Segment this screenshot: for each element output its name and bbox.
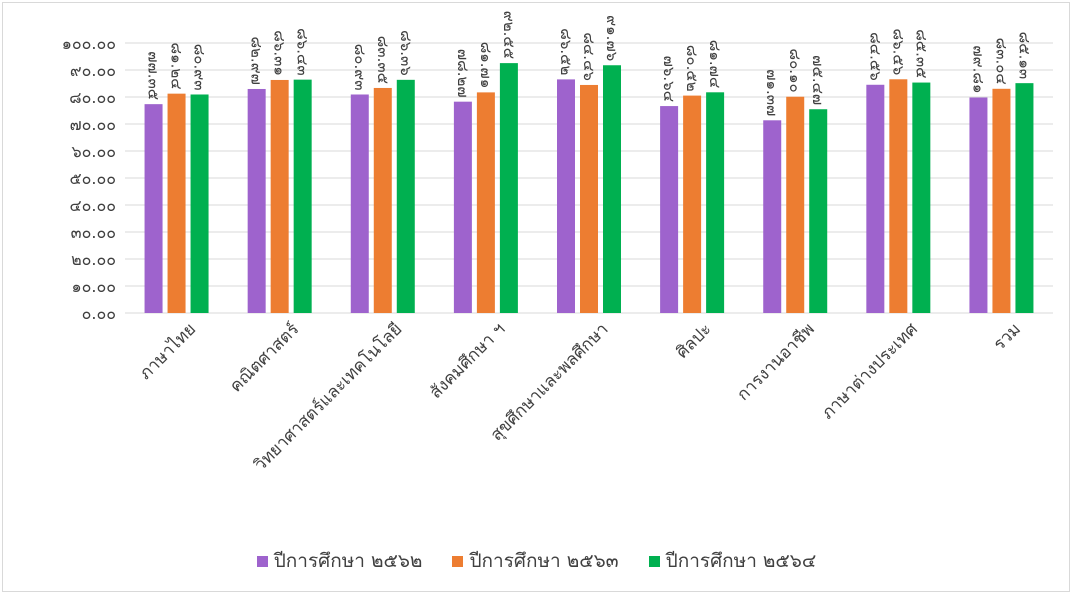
- data-label: ๘๓.๐๔: [992, 38, 1010, 85]
- data-label: ๗๘.๒๗: [454, 49, 472, 98]
- y-tick-label: ๑๐๐.๐๐: [62, 34, 116, 53]
- data-label: ๘๖.๓๖: [397, 30, 415, 76]
- data-label: ๘๖.๔๓: [294, 28, 312, 75]
- data-label: ๘๔.๔๖: [580, 32, 598, 81]
- bar: [396, 79, 415, 313]
- bar: [660, 106, 679, 314]
- bar: [144, 104, 163, 313]
- y-tick-label: ๙๐.๐๐: [70, 61, 116, 80]
- bar: [603, 65, 621, 313]
- data-label: ๙๒.๕๕: [500, 11, 518, 59]
- data-label: ๗๗.๓๕: [145, 51, 163, 100]
- bar: [786, 96, 805, 313]
- y-tick-label: ๖๐.๐๐: [71, 142, 116, 161]
- data-label: ๘๐.๙๓: [191, 44, 209, 91]
- bar: [350, 94, 369, 313]
- data-label: ๘๐.๑๐: [786, 49, 804, 93]
- data-label: ๘๒.๙๗: [248, 36, 266, 85]
- y-tick-label: ๑๐.๐๐: [71, 277, 116, 296]
- data-label: ๘๐.๙๓: [351, 44, 369, 91]
- category-label: รวม: [990, 319, 1025, 354]
- data-label: ๗๖.๖๔: [660, 56, 678, 102]
- category-label: คณิตศาสตร์: [226, 319, 303, 396]
- category-label: ภาษาไทย: [135, 319, 200, 384]
- bar: [167, 93, 186, 313]
- data-label: ๘๓.๓๕: [374, 36, 392, 84]
- bar: [969, 97, 988, 313]
- data-label: ๗๙.๘๑: [969, 45, 987, 93]
- bar: [270, 79, 289, 313]
- legend-swatch-2562: [256, 555, 268, 567]
- category-label: สุขศึกษาและพลศึกษา: [487, 319, 613, 445]
- bar: [683, 95, 702, 313]
- y-tick-label: ๔๐.๐๐: [70, 196, 117, 215]
- bar: [912, 82, 931, 314]
- data-label: ๘๑.๗๔: [706, 40, 724, 89]
- y-tick-label: ๐.๐๐: [82, 304, 116, 323]
- legend-item-2564: ปีการศึกษา ๒๕๖๔: [648, 546, 817, 576]
- legend-label-2564: ปีการศึกษา ๒๕๖๔: [665, 550, 817, 572]
- bar: [293, 79, 312, 313]
- data-label: ๘๕.๓๕: [912, 29, 930, 78]
- bar: [557, 79, 575, 314]
- bar: [190, 94, 209, 313]
- legend-swatch-2563: [452, 555, 464, 567]
- category-label: การงานอาชีพ: [733, 319, 819, 405]
- data-label: ๙๑.๗๖: [603, 15, 621, 61]
- bar: [706, 92, 725, 313]
- legend: ปีการศึกษา ๒๕๖๒ ปีการศึกษา ๒๕๖๓ ปีการศึก…: [0, 546, 1073, 576]
- data-label: ๘๑.๒๔: [168, 43, 186, 90]
- legend-swatch-2564: [648, 555, 660, 567]
- bar: [889, 79, 908, 314]
- data-label: ๘๕.๑๓: [1015, 32, 1033, 79]
- legend-item-2563: ปีการศึกษา ๒๕๖๓: [452, 546, 619, 576]
- legend-item-2562: ปีการศึกษา ๒๕๖๒: [256, 546, 423, 576]
- bar: [453, 101, 472, 314]
- bar: [763, 120, 782, 314]
- data-label: ๗๑.๓๗: [763, 69, 781, 116]
- bar: [580, 84, 598, 313]
- y-tick-label: ๒๐.๐๐: [71, 250, 116, 269]
- category-label: ภาษาต่างประเทศ: [818, 319, 922, 423]
- data-label: ๗๕.๔๗: [809, 55, 827, 105]
- data-label: ๘๑.๗๑: [477, 42, 495, 89]
- bar: [809, 109, 828, 313]
- data-label: ๘๐.๕๒: [683, 45, 701, 92]
- bar: [499, 63, 518, 313]
- bar: [476, 92, 495, 314]
- bar: [992, 88, 1011, 314]
- legend-label-2563: ปีการศึกษา ๒๕๖๓: [469, 550, 619, 572]
- y-tick-label: ๕๐.๐๐: [70, 169, 117, 188]
- bar: [866, 84, 885, 313]
- data-label: ๘๔.๕๖: [866, 32, 884, 81]
- bar: [1015, 83, 1034, 313]
- legend-label-2562: ปีการศึกษา ๒๕๖๒: [273, 550, 423, 572]
- category-label: สังคมศึกษา ฯ: [426, 319, 509, 402]
- y-tick-label: ๘๐.๐๐: [69, 88, 116, 107]
- data-label: ๘๖.๕๒: [557, 28, 575, 75]
- category-label: ศิลปะ: [672, 319, 715, 362]
- bar: [373, 87, 392, 313]
- bar: [247, 88, 266, 313]
- y-tick-label: ๓๐.๐๐: [71, 223, 116, 242]
- data-label: ๘๖.๓๑: [271, 30, 289, 76]
- data-label: ๘๖.๕๖: [889, 29, 907, 76]
- y-tick-label: ๗๐.๐๐: [70, 115, 116, 134]
